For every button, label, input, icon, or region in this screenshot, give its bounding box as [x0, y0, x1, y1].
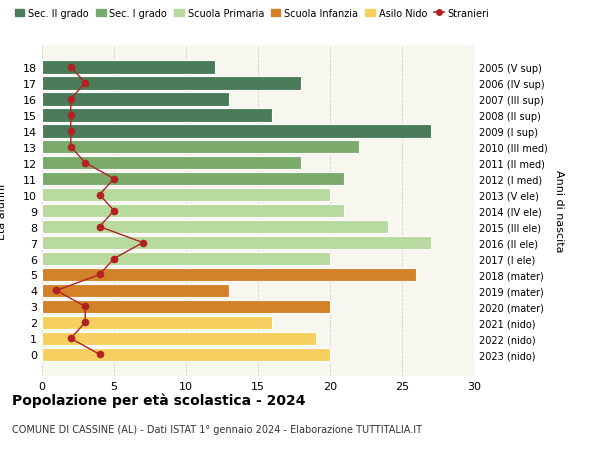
- Bar: [42, 284, 229, 297]
- Bar: [42, 204, 344, 218]
- Bar: [42, 61, 215, 74]
- Bar: [42, 252, 330, 266]
- Bar: [42, 93, 229, 106]
- Bar: [42, 268, 416, 282]
- Bar: [42, 220, 388, 234]
- Bar: [42, 348, 330, 361]
- Legend: Sec. II grado, Sec. I grado, Scuola Primaria, Scuola Infanzia, Asilo Nido, Stran: Sec. II grado, Sec. I grado, Scuola Prim…: [11, 5, 493, 22]
- Bar: [42, 77, 301, 90]
- Bar: [42, 125, 431, 138]
- Bar: [42, 236, 431, 250]
- Text: COMUNE DI CASSINE (AL) - Dati ISTAT 1° gennaio 2024 - Elaborazione TUTTITALIA.IT: COMUNE DI CASSINE (AL) - Dati ISTAT 1° g…: [12, 425, 422, 435]
- Bar: [42, 109, 272, 122]
- Bar: [42, 300, 330, 313]
- Bar: [42, 173, 344, 186]
- Bar: [42, 316, 272, 330]
- Bar: [42, 140, 359, 154]
- Y-axis label: Anni di nascita: Anni di nascita: [554, 170, 564, 252]
- Bar: [42, 332, 316, 346]
- Y-axis label: Età alunni: Età alunni: [0, 183, 7, 239]
- Text: Popolazione per età scolastica - 2024: Popolazione per età scolastica - 2024: [12, 392, 305, 407]
- Bar: [42, 189, 330, 202]
- Bar: [42, 157, 301, 170]
